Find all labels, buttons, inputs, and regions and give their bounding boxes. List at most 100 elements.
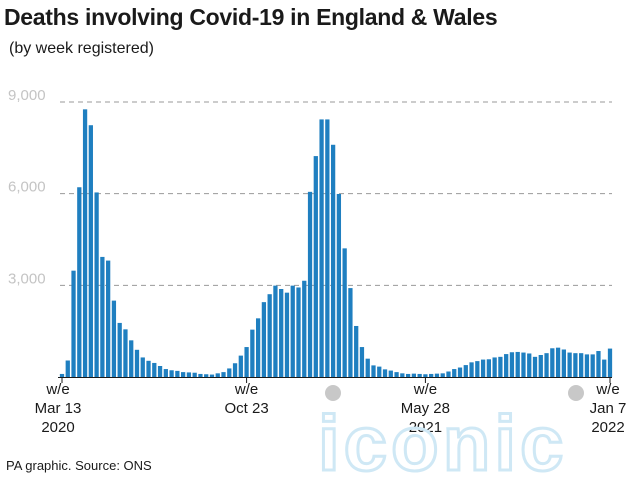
bar <box>584 354 590 377</box>
bar <box>371 365 376 377</box>
bar <box>527 353 532 377</box>
bar <box>313 156 318 377</box>
bar <box>434 373 440 377</box>
x-tick-label: 2020 <box>41 419 74 436</box>
bar <box>440 373 445 377</box>
bar <box>284 292 290 377</box>
bar <box>457 367 463 377</box>
bar <box>365 358 370 377</box>
watermark-dot <box>325 385 341 401</box>
watermark-logo-text: iconic <box>318 399 567 482</box>
bar <box>452 369 457 377</box>
bar <box>198 373 203 377</box>
bar <box>221 372 226 377</box>
bar <box>250 329 255 377</box>
bar <box>71 270 76 377</box>
bar <box>411 373 417 377</box>
bar <box>215 373 220 377</box>
bar <box>140 357 145 377</box>
bar <box>446 371 451 377</box>
bar <box>59 373 65 377</box>
bar <box>204 374 209 377</box>
bar <box>232 363 238 377</box>
x-tick-label: Oct 23 <box>224 400 268 417</box>
bar <box>65 360 70 377</box>
chart-title: Deaths involving Covid-19 in England & W… <box>4 4 498 30</box>
bar <box>515 351 520 377</box>
bar <box>279 289 284 377</box>
bar <box>504 354 509 377</box>
bar <box>480 359 486 377</box>
bar <box>567 352 572 377</box>
bar <box>417 373 422 377</box>
bar <box>163 369 168 377</box>
bar <box>123 329 128 377</box>
bar <box>255 318 261 377</box>
bar <box>129 340 134 377</box>
source-note: PA graphic. Source: ONS <box>6 458 152 473</box>
bar <box>492 357 497 377</box>
bar <box>544 353 549 377</box>
x-tick-label: Mar 13 <box>35 400 82 417</box>
bars <box>59 109 613 378</box>
bar <box>146 360 151 377</box>
bar <box>579 353 584 377</box>
bar <box>429 373 434 377</box>
bar <box>538 355 543 377</box>
bar <box>111 300 117 377</box>
x-axis: w/e Mar 13 2020 w/e Oct 23 w/e May 28 2021 w/e Ja… <box>35 377 626 436</box>
bar <box>319 119 324 378</box>
bar <box>359 347 365 377</box>
bar <box>521 352 526 377</box>
x-tick-label: w/e <box>413 381 437 398</box>
bar <box>273 285 278 377</box>
bar <box>602 359 607 377</box>
bar <box>509 352 515 377</box>
bar <box>405 373 411 377</box>
bar <box>106 260 111 377</box>
bar <box>486 359 491 377</box>
bar <box>325 119 330 378</box>
bar <box>244 347 249 377</box>
bar <box>382 369 388 377</box>
bar <box>192 372 197 377</box>
bar <box>388 370 393 377</box>
bar <box>152 362 157 377</box>
watermark: iconic <box>317 385 584 482</box>
x-tick-label: w/e <box>45 381 69 398</box>
bar <box>209 374 215 377</box>
bar <box>134 349 140 377</box>
bar <box>261 302 267 377</box>
bar <box>596 351 601 377</box>
bar <box>377 366 382 377</box>
bar <box>607 348 613 377</box>
bar <box>77 187 82 377</box>
bar <box>573 353 578 377</box>
bar <box>475 361 480 377</box>
bar <box>94 192 99 377</box>
bar <box>532 356 538 377</box>
bar <box>555 347 561 377</box>
bar <box>117 322 122 377</box>
x-tick-label: 2022 <box>591 419 624 436</box>
bar <box>354 325 359 377</box>
bar <box>175 370 180 377</box>
bar <box>169 370 174 377</box>
bar <box>348 288 353 377</box>
bar <box>423 374 428 377</box>
bar <box>394 372 399 377</box>
bar <box>267 294 272 377</box>
chart-subtitle: (by week registered) <box>9 40 154 57</box>
bar <box>498 356 503 377</box>
y-tick-label: 6,000 <box>8 179 46 196</box>
bar <box>590 354 595 377</box>
bar <box>336 193 342 377</box>
bar <box>290 285 295 377</box>
bar <box>469 362 474 377</box>
x-tick-label: w/e <box>595 381 619 398</box>
bar <box>238 355 243 377</box>
bar <box>330 144 336 377</box>
bar <box>157 366 163 377</box>
bar <box>307 191 313 377</box>
